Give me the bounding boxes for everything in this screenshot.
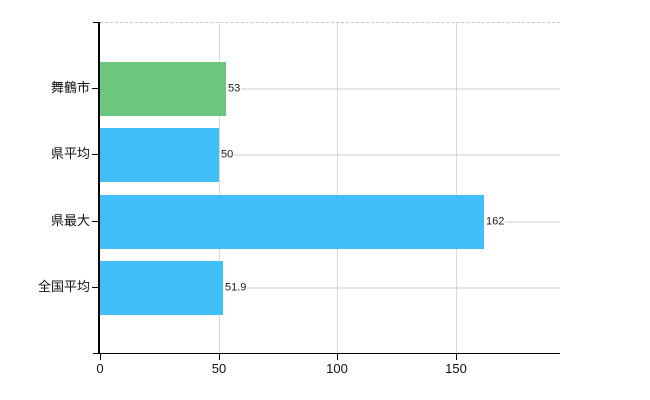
leader-line — [234, 154, 560, 156]
category-label-0: 舞鶴市 — [50, 79, 90, 95]
plot-area: 53 50 162 51.9 — [100, 22, 560, 354]
bar-3 — [100, 261, 223, 315]
category-tick — [92, 154, 99, 155]
bar-0 — [100, 62, 226, 116]
value-row: 50 — [219, 148, 560, 161]
leader-line — [505, 221, 560, 223]
value-label: 53 — [228, 82, 241, 95]
value-label: 50 — [221, 148, 234, 161]
x-axis-tick-label: 50 — [211, 361, 227, 376]
x-axis-tick-label: 100 — [326, 361, 348, 376]
category-label-3: 全国平均 — [37, 278, 90, 294]
value-row: 53 — [226, 82, 560, 95]
leader-line — [247, 287, 560, 289]
vertical-gridline — [456, 23, 457, 354]
x-axis-tick — [219, 354, 220, 360]
x-axis-tick-label: 0 — [96, 361, 104, 376]
category-label-2: 県最大 — [50, 212, 90, 228]
leader-line — [241, 88, 560, 90]
value-row: 51.9 — [223, 281, 560, 294]
category-tick — [92, 287, 99, 288]
x-axis-tick — [337, 354, 338, 360]
y-axis-line — [98, 22, 100, 353]
vertical-gridline — [219, 23, 220, 354]
x-axis-tick-label: 150 — [445, 361, 467, 376]
bar-1 — [100, 128, 219, 182]
x-axis-line — [93, 353, 560, 354]
x-axis-tick — [100, 354, 101, 360]
x-axis-tick — [456, 354, 457, 360]
category-tick — [92, 221, 99, 222]
category-tick — [92, 88, 99, 89]
value-label: 162 — [486, 215, 505, 228]
vertical-gridline — [337, 23, 338, 354]
bar-2 — [100, 195, 484, 249]
value-row: 162 — [484, 215, 560, 228]
category-label-1: 県平均 — [50, 145, 90, 161]
value-label: 51.9 — [225, 281, 247, 294]
y-axis-top-tick — [93, 22, 100, 23]
